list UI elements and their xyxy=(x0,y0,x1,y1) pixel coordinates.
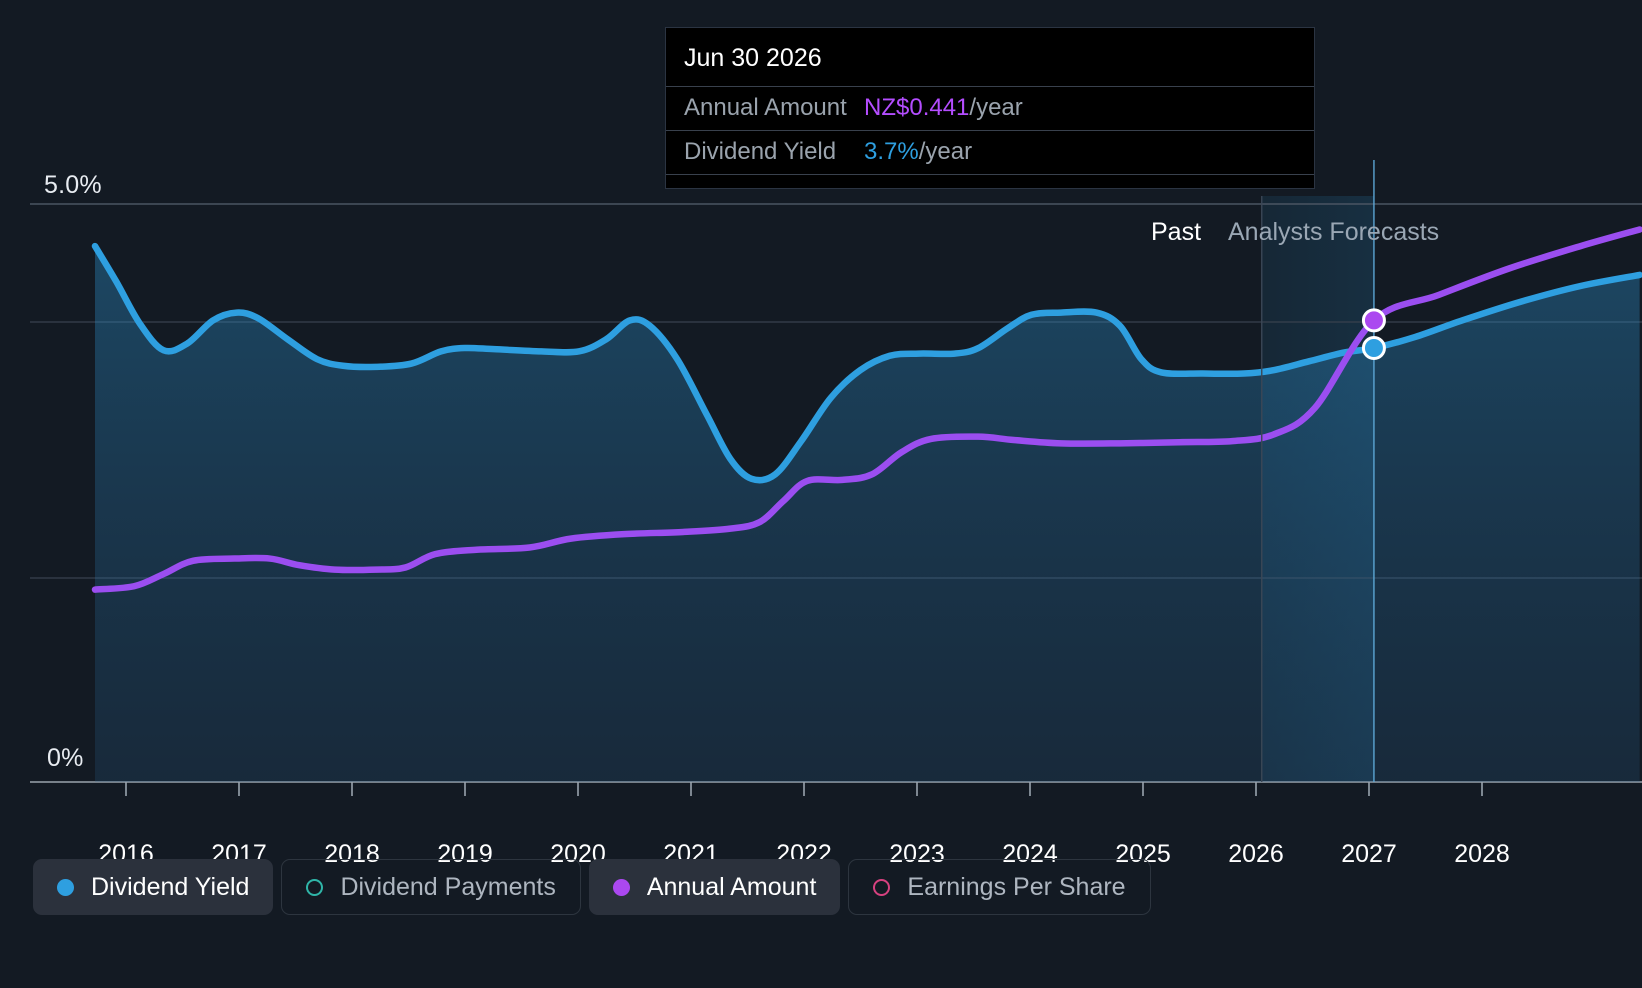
x-axis-label-2018: 2018 xyxy=(324,840,380,868)
chart-svg xyxy=(30,160,1642,796)
x-axis xyxy=(30,781,1642,796)
legend-item-dividend-payments[interactable]: Dividend Payments xyxy=(281,859,581,915)
tooltip-amount-number: NZ$0.441 xyxy=(864,94,970,121)
tooltip-row-dividend-yield: Dividend Yield 3.7%/year xyxy=(666,130,1314,174)
analysts-forecasts-label: Analysts Forecasts xyxy=(1228,218,1440,246)
chart-legend: Dividend Yield Dividend Payments Annual … xyxy=(33,859,1151,915)
x-axis-label-2019: 2019 xyxy=(437,840,493,868)
dividend-yield-marker[interactable] xyxy=(1361,336,1386,361)
tooltip-yield-number: 3.7% xyxy=(864,138,919,165)
x-axis-label-2024: 2024 xyxy=(1002,840,1058,868)
legend-label-annual-amount: Annual Amount xyxy=(646,872,817,901)
legend-label-dividend-payments: Dividend Payments xyxy=(340,872,556,901)
chart-plot-area: 5.0% 0% 2016 2017 2018 2019 2020 2021 20… xyxy=(30,160,1642,868)
annual-amount-line xyxy=(91,226,1642,593)
chart-tooltip: Jun 30 2026 Annual Amount NZ$0.441/year … xyxy=(665,27,1315,189)
x-axis-label-2023: 2023 xyxy=(889,840,945,868)
earnings-per-share-dot-icon xyxy=(873,878,891,896)
tooltip-footer-rule xyxy=(666,174,1314,182)
annual-amount-dot-icon xyxy=(612,878,630,896)
legend-item-earnings-per-share[interactable]: Earnings Per Share xyxy=(848,859,1151,915)
dividend-yield-dot-icon xyxy=(57,878,74,896)
tooltip-row-annual-amount: Annual Amount NZ$0.441/year xyxy=(666,86,1314,130)
tooltip-yield-unit: /year xyxy=(918,138,973,165)
tooltip-date: Jun 30 2026 xyxy=(684,44,822,72)
x-axis-label-2027: 2027 xyxy=(1341,840,1397,868)
annual-amount-marker[interactable] xyxy=(1361,308,1386,333)
legend-item-annual-amount[interactable]: Annual Amount xyxy=(588,859,841,915)
y-axis-label-min: 0% xyxy=(47,744,84,772)
y-axis-label-max: 5.0% xyxy=(44,171,102,199)
x-axis-label-2026: 2026 xyxy=(1228,840,1284,868)
past-label: Past xyxy=(1151,218,1202,246)
legend-label-dividend-yield: Dividend Yield xyxy=(91,872,250,901)
dividend-yield-area xyxy=(95,246,1640,783)
dividend-yield-line xyxy=(91,242,1642,484)
legend-label-earnings-per-share: Earnings Per Share xyxy=(907,872,1126,901)
legend-item-dividend-yield[interactable]: Dividend Yield xyxy=(33,859,274,915)
tooltip-key-annual-amount: Annual Amount xyxy=(684,94,847,121)
x-axis-label-2028: 2028 xyxy=(1454,840,1510,868)
dividend-payments-dot-icon xyxy=(306,878,324,896)
tooltip-value-dividend-yield: 3.7%/year xyxy=(864,138,972,166)
tooltip-key-dividend-yield: Dividend Yield xyxy=(684,138,837,165)
tooltip-amount-unit: /year xyxy=(969,94,1023,121)
tooltip-value-annual-amount: NZ$0.441/year xyxy=(864,94,1023,122)
